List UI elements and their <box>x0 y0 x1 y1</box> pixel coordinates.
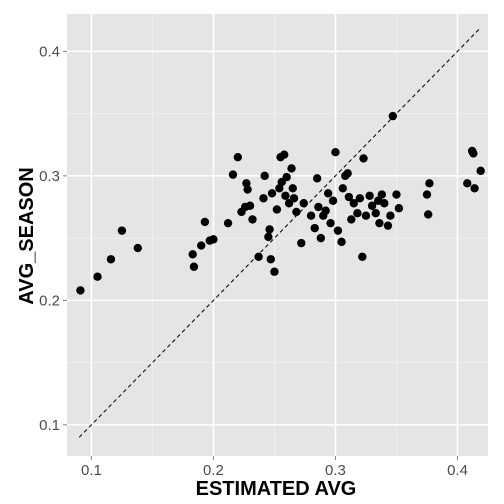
data-point <box>265 225 274 234</box>
data-point <box>117 226 127 235</box>
data-point <box>200 217 210 227</box>
y-tick-label: 0.3 <box>39 168 60 185</box>
data-point <box>106 255 116 264</box>
data-point <box>270 267 279 276</box>
x-tick-label: 0.3 <box>325 462 346 479</box>
x-axis-ticks: 0.1 0.2 0.3 0.4 <box>81 456 468 479</box>
data-point <box>331 148 340 157</box>
data-point <box>292 207 301 217</box>
data-point <box>312 174 322 183</box>
data-point <box>386 211 395 220</box>
data-point <box>321 206 330 215</box>
y-tick-label: 0.2 <box>39 292 60 309</box>
major-gridlines <box>67 14 488 456</box>
data-point <box>188 250 197 259</box>
y-tick-label: 0.4 <box>39 43 60 60</box>
data-point <box>289 194 299 203</box>
data-point <box>383 221 393 230</box>
data-point <box>266 255 275 264</box>
data-point <box>189 262 199 271</box>
data-point <box>254 252 263 261</box>
data-point <box>380 199 389 208</box>
data-point <box>344 192 354 202</box>
data-point <box>470 184 479 193</box>
data-point <box>233 152 243 162</box>
data-point <box>347 215 356 224</box>
data-point <box>361 211 371 220</box>
data-point <box>359 154 368 163</box>
data-point <box>76 286 85 295</box>
data-point <box>264 232 273 242</box>
data-point <box>358 252 367 261</box>
data-point <box>228 170 238 179</box>
data-point <box>281 191 290 200</box>
data-point <box>133 243 142 253</box>
data-point <box>463 179 472 188</box>
data-point <box>287 164 296 173</box>
data-point <box>353 209 362 218</box>
data-point <box>365 191 374 200</box>
data-point <box>245 201 255 210</box>
data-point <box>314 202 323 212</box>
data-point <box>197 241 206 250</box>
x-tick-label: 0.4 <box>447 462 468 479</box>
x-axis-title: ESTIMATED AVG <box>196 478 357 500</box>
data-point <box>242 179 251 188</box>
data-point <box>243 185 252 194</box>
data-point <box>349 199 358 208</box>
minor-gridlines <box>67 14 488 456</box>
data-point <box>476 166 485 176</box>
y-axis-title: AVG_SEASON <box>16 167 38 304</box>
data-point <box>272 205 282 214</box>
data-point <box>337 237 346 247</box>
data-point <box>316 233 326 243</box>
data-points <box>76 111 485 295</box>
data-point <box>260 171 269 181</box>
data-point <box>326 218 335 228</box>
x-tick-label: 0.1 <box>81 462 102 479</box>
data-point <box>333 226 343 235</box>
data-point <box>425 179 434 188</box>
data-point <box>306 211 316 220</box>
data-point <box>328 196 338 205</box>
data-point <box>259 194 268 203</box>
data-point <box>469 149 478 158</box>
data-point <box>93 272 102 281</box>
data-point <box>371 209 380 218</box>
data-point <box>422 190 432 199</box>
data-point <box>310 223 319 233</box>
data-point <box>299 199 308 208</box>
data-point <box>394 204 404 213</box>
data-point <box>338 184 347 193</box>
data-point <box>223 218 233 228</box>
data-point <box>388 111 398 121</box>
data-point <box>355 194 365 203</box>
y-tick-label: 0.1 <box>39 417 60 434</box>
data-point <box>209 235 218 244</box>
data-point <box>248 215 257 224</box>
data-point <box>375 218 384 228</box>
data-point <box>392 190 401 199</box>
data-point <box>343 169 352 178</box>
y-axis-ticks: 0.1 0.2 0.3 0.4 <box>39 43 67 434</box>
data-point <box>297 238 306 248</box>
data-point <box>367 201 377 210</box>
data-point <box>267 189 277 198</box>
x-tick-label: 0.2 <box>203 462 224 479</box>
data-point <box>288 184 297 193</box>
data-point <box>282 172 291 182</box>
data-point <box>377 190 387 199</box>
data-point <box>323 189 333 198</box>
data-point <box>280 150 289 159</box>
data-point <box>424 210 433 219</box>
reference-line <box>78 28 480 438</box>
